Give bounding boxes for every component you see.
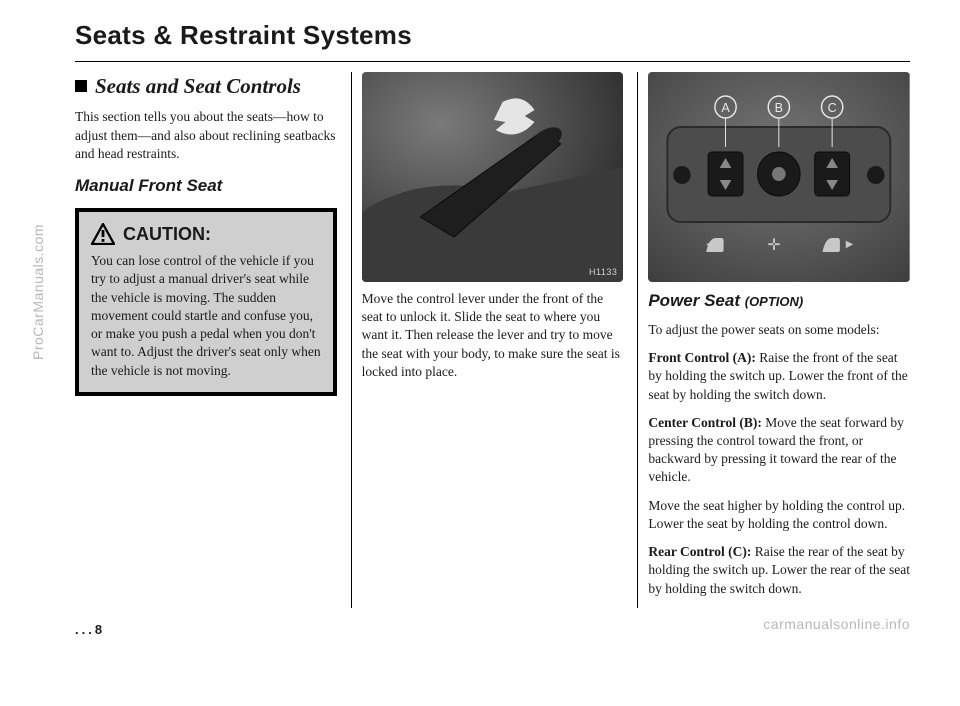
column-1: Seats and Seat Controls This section tel…	[75, 72, 337, 608]
svg-text:A: A	[722, 100, 731, 115]
content-columns: Seats and Seat Controls This section tel…	[75, 61, 910, 608]
section-heading: Seats and Seat Controls	[75, 72, 337, 100]
bottom-watermark: carmanualsonline.info	[763, 616, 910, 632]
power-front: Front Control (A): Raise the front of th…	[648, 349, 910, 404]
section-intro: This section tells you about the seats—h…	[75, 108, 337, 163]
lever-caption: Move the control lever under the front o…	[362, 290, 624, 381]
manual-heading: Manual Front Seat	[75, 175, 337, 198]
caution-label: CAUTION:	[123, 222, 211, 246]
center-label: Center Control (B):	[648, 415, 761, 430]
column-3: A B C	[637, 72, 910, 608]
power-center2: Move the seat higher by holding the cont…	[648, 497, 910, 533]
seat-lever-photo: H1133	[362, 72, 624, 282]
power-rear: Rear Control (C): Raise the rear of the …	[648, 543, 910, 598]
power-intro: To adjust the power seats on some models…	[648, 321, 910, 339]
svg-text:◀: ◀	[706, 239, 714, 250]
power-heading-text: Power Seat	[648, 291, 740, 310]
front-label: Front Control (A):	[648, 350, 756, 365]
svg-text:▶: ▶	[846, 239, 854, 250]
section-heading-text: Seats and Seat Controls	[95, 74, 301, 98]
bullet-icon	[75, 80, 87, 92]
rear-label: Rear Control (C):	[648, 544, 751, 559]
warning-triangle-icon	[91, 223, 115, 245]
power-option-text: (OPTION)	[745, 294, 804, 309]
caution-header: CAUTION:	[91, 222, 321, 246]
power-center: Center Control (B): Move the seat forwar…	[648, 414, 910, 487]
svg-text:C: C	[828, 100, 837, 115]
power-heading: Power Seat (OPTION)	[648, 290, 910, 313]
page-title: Seats & Restraint Systems	[75, 20, 910, 51]
side-watermark: ProCarManuals.com	[30, 224, 46, 360]
column-2: H1133 Move the control lever under the f…	[351, 72, 624, 608]
power-seat-panel-photo: A B C	[648, 72, 910, 282]
caution-box: CAUTION: You can lose control of the veh…	[75, 208, 337, 396]
caution-body: You can lose control of the vehicle if y…	[91, 252, 321, 380]
svg-text:✛: ✛	[768, 237, 781, 254]
photo-label: H1133	[589, 266, 617, 278]
manual-page: ProCarManuals.com Seats & Restraint Syst…	[0, 0, 960, 647]
svg-text:B: B	[775, 100, 783, 115]
